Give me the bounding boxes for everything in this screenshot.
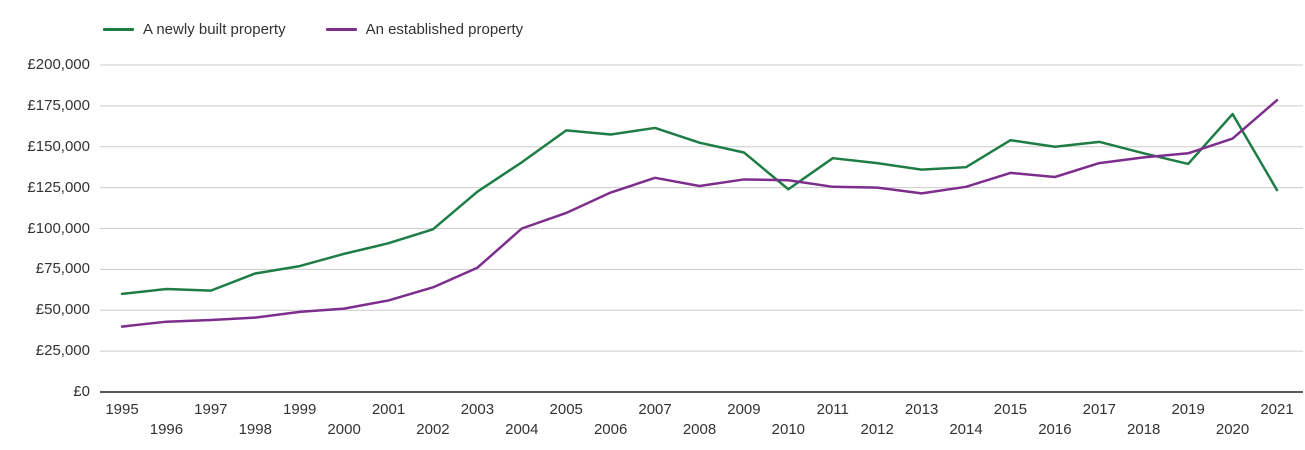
x-axis-label: 2017 [1082,401,1116,418]
x-axis-label: 2008 [682,421,717,438]
x-axis-label: 1995 [105,401,139,418]
x-axis-label: 2004 [505,421,539,438]
legend-swatch-newly-built [103,28,134,31]
legend-label-newly-built: A newly built property [143,21,286,38]
x-axis-label: 2014 [949,421,983,438]
x-axis-label: 2006 [593,421,628,438]
x-axis-label: 2016 [1038,421,1072,438]
x-axis-label: 2000 [327,421,361,438]
x-axis-label: 1998 [238,421,272,438]
y-axis-label: £175,000 [27,96,90,114]
x-axis-label: 2003 [460,401,495,418]
y-axis-label: £0 [73,383,90,400]
x-axis-label: 2005 [549,401,583,418]
legend-item-newly-built: A newly built property [103,21,286,38]
x-axis-label: 2013 [904,401,939,418]
y-axis-label: £200,000 [27,56,90,73]
x-axis-label: 1997 [194,401,228,418]
x-axis-label: 2001 [371,401,406,418]
x-axis-label: 2015 [993,401,1028,418]
x-axis-label: 2010 [771,421,806,438]
legend-label-established: An established property [365,21,524,38]
x-axis-label: 1999 [283,401,317,418]
y-axis-label: £100,000 [27,219,90,237]
x-axis-label: 2002 [416,421,450,438]
y-axis-label: £150,000 [27,137,90,155]
y-axis-label: £25,000 [35,342,90,360]
x-axis-label: 2020 [1215,421,1250,438]
x-axis-label: 2011 [816,401,849,418]
legend-item-established: An established property [325,21,524,38]
x-axis-label: 2009 [727,401,761,418]
chart-legend: A newly built property An established pr… [103,21,523,38]
y-axis-label: £75,000 [35,260,90,278]
x-axis-label: 2018 [1127,421,1161,438]
x-axis-label: 1996 [149,421,184,438]
x-axis-label: 2021 [1260,401,1294,418]
y-axis-label: £125,000 [27,178,90,196]
series-line-newly-built [120,112,1279,296]
x-axis-label: 2012 [860,421,894,438]
legend-swatch-established [325,28,357,31]
x-axis-label: 2007 [638,401,672,418]
series-line-established [120,98,1279,328]
y-axis-label: £50,000 [35,301,90,319]
x-axis-label: 2019 [1171,401,1205,418]
